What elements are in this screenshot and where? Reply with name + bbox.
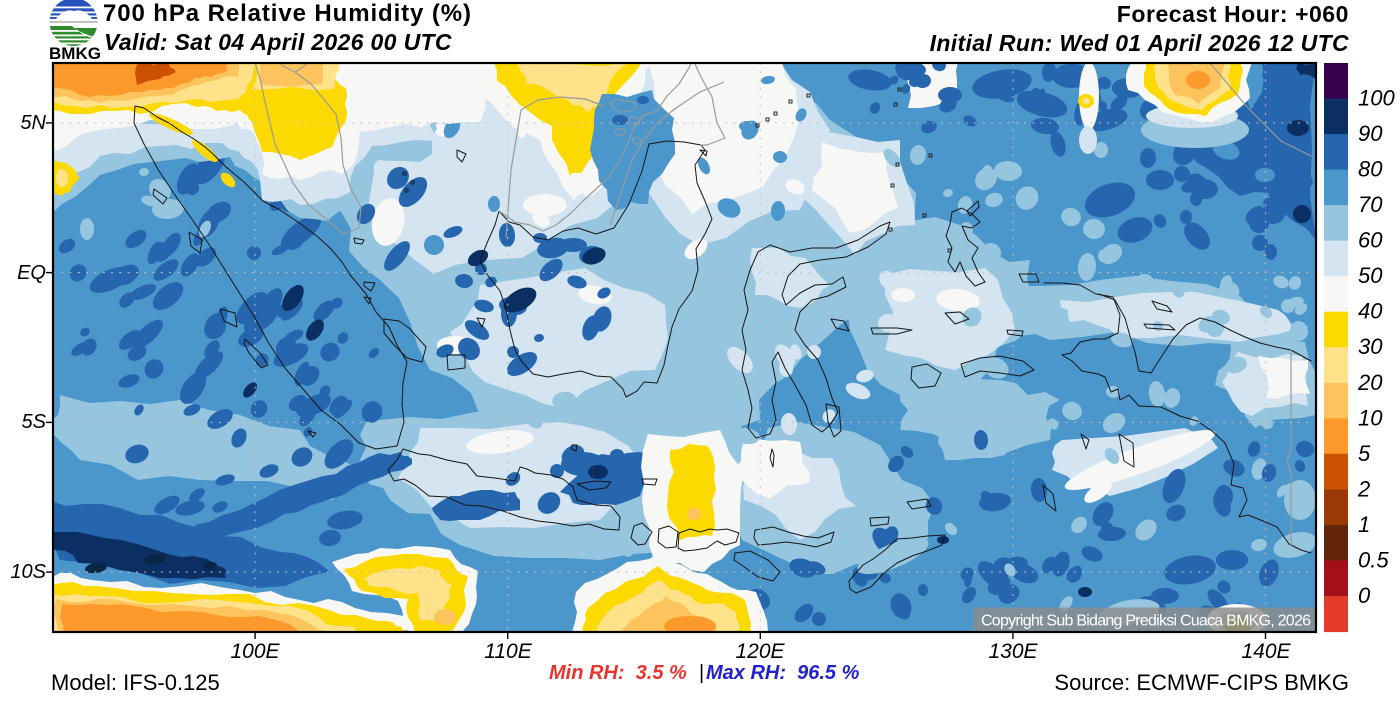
svg-text:90: 90 <box>1358 121 1383 146</box>
svg-text:30: 30 <box>1358 334 1383 359</box>
svg-text:70: 70 <box>1358 192 1383 217</box>
svg-text:50: 50 <box>1358 263 1383 288</box>
svg-text:1: 1 <box>1358 512 1370 537</box>
svg-text:60: 60 <box>1358 228 1383 253</box>
svg-text:80: 80 <box>1358 157 1383 182</box>
svg-text:10: 10 <box>1358 405 1383 430</box>
svg-text:20: 20 <box>1357 370 1383 395</box>
svg-text:0.5: 0.5 <box>1358 547 1389 572</box>
svg-text:5: 5 <box>1358 441 1371 466</box>
svg-text:2: 2 <box>1357 476 1370 501</box>
svg-text:40: 40 <box>1358 299 1383 324</box>
svg-text:0: 0 <box>1358 583 1371 608</box>
svg-text:100: 100 <box>1358 86 1395 111</box>
svg-text:Copyright Sub Bidang Prediksi: Copyright Sub Bidang Prediksi Cuaca BMKG… <box>981 613 1311 630</box>
